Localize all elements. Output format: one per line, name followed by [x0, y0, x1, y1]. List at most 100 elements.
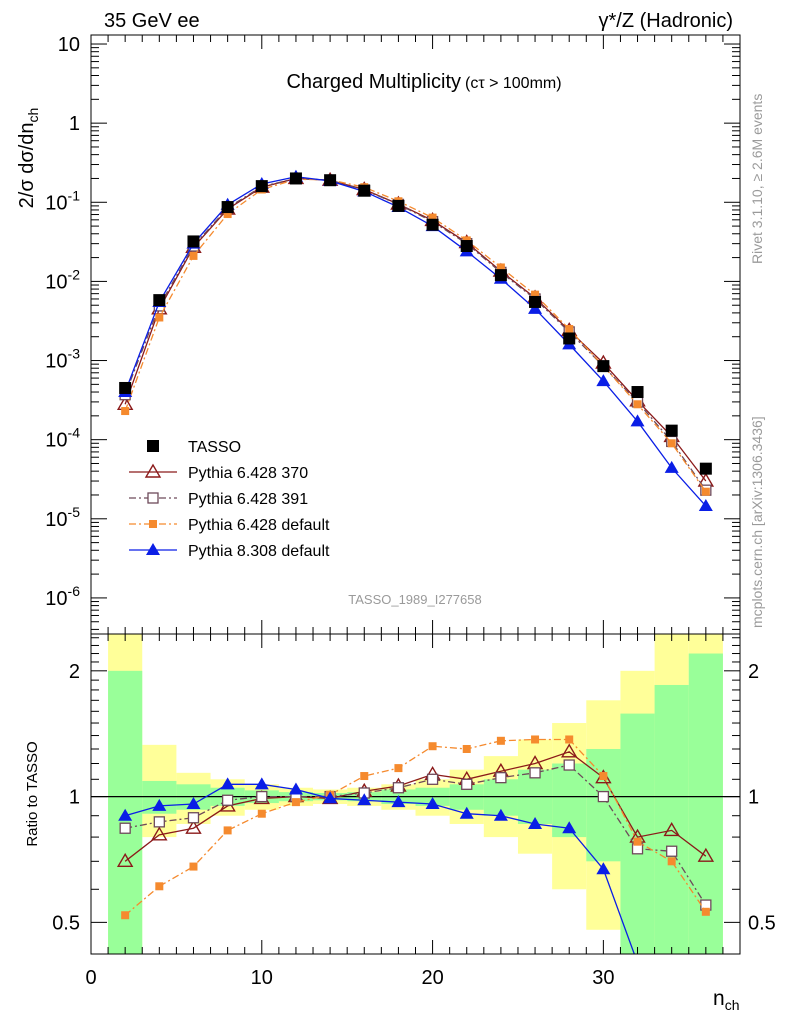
ratio-marker-pythia-8-308-default	[699, 1008, 713, 1020]
main-line-pythia-6-428-default	[124, 178, 707, 493]
ratio-marker-pythia-8-308-default	[459, 806, 474, 819]
main-y-axis-title: 2/σ dσ/dnch	[16, 108, 41, 209]
ratio-marker-pythia-8-308-default	[288, 782, 303, 795]
legend-marker	[147, 492, 159, 504]
ratio-marker-pythia-6-428-default	[496, 736, 505, 745]
ratio-marker-pythia-8-308-default	[357, 793, 372, 806]
ratio-marker-pythia-6-428-370	[151, 826, 168, 841]
main-marker-tasso	[665, 424, 678, 437]
ratio-y-tick-label-right: 2	[748, 661, 759, 683]
main-line-pythia-6-428-370	[124, 177, 707, 482]
main-marker-pythia-6-428-default	[667, 439, 676, 448]
ratio-marker-pythia-6-428-391	[666, 845, 678, 857]
legend-marker	[147, 440, 159, 452]
ratio-marker-pythia-6-428-391	[392, 782, 405, 794]
analysis-id: TASSO_1989_I277658	[348, 592, 481, 607]
ratio-marker-pythia-6-428-391	[221, 794, 234, 806]
ratio-marker-pythia-6-428-370	[185, 819, 202, 834]
plot-title-cut: (cτ > 100mm)	[465, 75, 562, 92]
rivet-label: Rivet 3.1.10, ≥ 2.6M events	[749, 94, 765, 264]
legend-label: Pythia 8.308 default	[188, 543, 330, 560]
main-y-tick-label: 10-6	[45, 583, 80, 610]
ratio-marker-pythia-6-428-default	[667, 857, 676, 866]
ratio-marker-pythia-6-428-391	[426, 773, 439, 785]
main-marker-pythia-6-428-default	[189, 251, 198, 260]
ratio-marker-pythia-6-428-370	[116, 852, 134, 868]
green-band-bin	[586, 748, 621, 862]
main-marker-tasso	[460, 240, 473, 253]
ratio-marker-pythia-6-428-391	[529, 767, 541, 779]
ratio-marker-pythia-6-428-default	[257, 809, 266, 818]
ratio-marker-pythia-6-428-default	[599, 772, 608, 781]
main-marker-tasso	[494, 269, 507, 282]
main-marker-tasso	[631, 386, 644, 399]
main-marker-pythia-6-428-default	[121, 407, 130, 416]
ratio-marker-pythia-6-428-default	[428, 742, 437, 751]
ratio-marker-pythia-8-308-default	[220, 777, 235, 790]
series-layer	[116, 169, 715, 1020]
ratio-marker-pythia-8-308-default	[152, 798, 167, 811]
ratio-marker-pythia-6-428-default	[633, 837, 642, 846]
main-marker-tasso	[187, 235, 200, 248]
ratio-marker-pythia-6-428-default	[223, 826, 232, 835]
ratio-marker-pythia-6-428-391	[597, 790, 610, 803]
legend-label: Pythia 6.428 370	[188, 465, 308, 482]
main-marker-tasso	[119, 381, 132, 394]
ratio-marker-pythia-6-428-391	[119, 822, 131, 834]
green-band-bin	[654, 684, 689, 954]
main-marker-tasso	[699, 462, 712, 475]
ratio-marker-pythia-8-308-default	[391, 795, 406, 808]
plot-title: Charged Multiplicity	[286, 71, 461, 93]
legend-marker	[146, 543, 160, 555]
ratio-marker-pythia-6-428-370	[560, 743, 578, 758]
main-marker-pythia-6-428-default	[633, 400, 642, 409]
ratio-marker-pythia-8-308-default	[254, 777, 269, 790]
main-marker-pythia-8-308-default	[698, 499, 713, 512]
main-marker-pythia-6-428-default	[223, 210, 232, 219]
main-y-tick-label: 10-1	[45, 187, 80, 214]
ratio-marker-pythia-6-428-391	[187, 812, 200, 824]
main-marker-pythia-6-428-default	[565, 325, 574, 334]
main-line-pythia-6-428-391	[124, 177, 707, 491]
legend-entry-pythia-6-428-370: Pythia 6.428 370	[129, 463, 308, 482]
x-axis-title: nch	[713, 987, 739, 1013]
x-tick-label: 20	[421, 967, 443, 989]
ratio-marker-pythia-8-308-default	[186, 797, 201, 810]
ratio-marker-pythia-6-428-default	[701, 907, 710, 916]
legend-label: Pythia 6.428 391	[188, 491, 308, 508]
ratio-marker-pythia-6-428-default	[189, 862, 198, 871]
process-label: γ*/Z (Hadronic)	[599, 10, 733, 32]
main-y-tick-label: 10-2	[45, 266, 80, 293]
ratio-marker-pythia-8-308-default	[631, 956, 645, 968]
main-marker-pythia-6-428-default	[531, 290, 540, 299]
x-tick-label: 30	[592, 967, 614, 989]
ratio-marker-pythia-8-308-default	[425, 797, 440, 810]
main-marker-pythia-8-308-default	[664, 460, 679, 473]
main-marker-tasso	[392, 199, 405, 212]
energy-label: 35 GeV ee	[104, 10, 200, 32]
ratio-marker-pythia-8-308-default	[493, 808, 508, 821]
main-marker-tasso	[358, 184, 371, 197]
ratio-marker-pythia-8-308-default	[528, 816, 543, 829]
ratio-marker-pythia-8-308-default	[562, 821, 577, 834]
ratio-uncertainty-bands	[108, 634, 723, 954]
ratio-marker-pythia-6-428-391	[563, 759, 575, 771]
legend-marker	[144, 463, 162, 478]
ratio-marker-pythia-6-428-default	[155, 882, 164, 891]
ratio-marker-pythia-8-308-default	[665, 1008, 679, 1020]
ratio-marker-pythia-6-428-default	[121, 911, 130, 920]
ratio-marker-pythia-6-428-391	[153, 816, 165, 828]
ratio-marker-pythia-8-308-default	[596, 862, 611, 875]
main-marker-tasso	[426, 218, 439, 231]
ratio-marker-pythia-6-428-default	[531, 735, 540, 744]
ratio-y-tick-label-right: 1	[748, 787, 759, 809]
ratio-y-tick-label-left: 0.5	[52, 912, 80, 934]
ratio-y-axis-title: Ratio to TASSO	[24, 741, 41, 846]
main-y-tick-label: 10-3	[45, 346, 80, 373]
main-marker-pythia-8-308-default	[596, 374, 611, 387]
main-series-group	[116, 169, 715, 512]
main-marker-pythia-6-428-default	[155, 313, 164, 322]
main-marker-pythia-6-428-default	[496, 263, 505, 272]
ratio-marker-pythia-6-428-370	[663, 822, 680, 837]
